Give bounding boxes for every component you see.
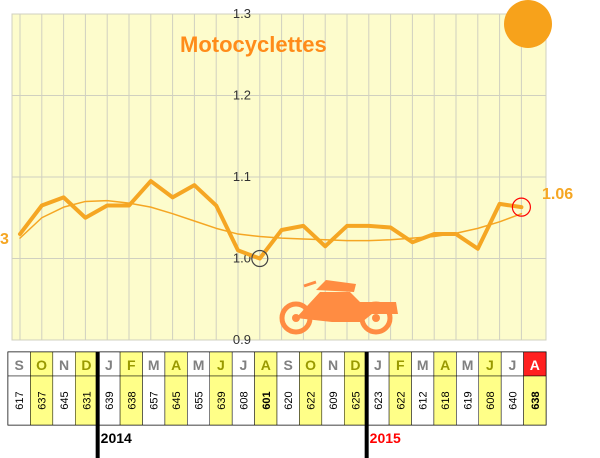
motorcycle-icon: [279, 280, 398, 335]
end-value-label: 1.06: [542, 186, 573, 203]
series-line-index: [18, 179, 524, 261]
count-label: 622: [306, 391, 318, 409]
month-label: D: [81, 357, 91, 373]
count-label: 620: [283, 391, 295, 409]
month-label: J: [508, 357, 516, 373]
count-label: 639: [104, 391, 116, 409]
count-label: 637: [37, 391, 49, 409]
month-table: S 617 O 637 N 645 D 631 J 639 F 638 M 657 A 645 M 655 J 639…: [7, 351, 547, 458]
count-label: 625: [350, 391, 362, 409]
month-label: N: [328, 357, 338, 373]
chart-title: Motocyclettes: [180, 32, 327, 57]
count-label: 612: [418, 391, 430, 409]
month-label: M: [462, 357, 474, 373]
count-label: 601: [261, 391, 273, 409]
count-label: 608: [238, 391, 250, 409]
month-label: S: [284, 357, 293, 373]
y-axis-ticks: 0.91.01.11.21.3: [233, 6, 251, 347]
low-point-marker: [251, 249, 269, 268]
month-label: O: [305, 357, 316, 373]
count-label: 639: [216, 391, 228, 409]
month-label: A: [261, 357, 271, 373]
start-value-label: 3: [0, 231, 9, 248]
month-label: A: [440, 357, 450, 373]
y-tick-label: 1.1: [233, 169, 251, 184]
month-label: J: [105, 357, 113, 373]
count-label: 623: [373, 391, 385, 409]
count-label: 640: [507, 391, 519, 409]
month-label: O: [36, 357, 47, 373]
count-label: 657: [149, 391, 161, 409]
year-label: 2015: [370, 430, 401, 446]
count-label: 618: [440, 391, 452, 409]
count-label: 617: [14, 391, 26, 409]
series-lines: [18, 179, 524, 261]
month-label: D: [350, 357, 360, 373]
y-tick-label: 0.9: [233, 332, 251, 347]
month-label: J: [486, 357, 494, 373]
year-label: 2014: [101, 430, 132, 446]
end-point-marker: [511, 197, 532, 217]
count-label: 655: [194, 391, 206, 409]
month-label: J: [374, 357, 382, 373]
count-label: 622: [395, 391, 407, 409]
month-label: N: [59, 357, 69, 373]
month-label: M: [148, 357, 160, 373]
count-label: 638: [530, 391, 542, 409]
grid-lines: [12, 13, 546, 341]
month-label: A: [171, 357, 181, 373]
month-label: F: [396, 357, 405, 373]
sun-icon: [504, 0, 552, 48]
count-label: 619: [463, 391, 475, 409]
series-line-trend: [19, 199, 523, 242]
count-label: 645: [59, 391, 71, 409]
month-label: J: [239, 357, 247, 373]
month-label: M: [417, 357, 429, 373]
count-label: 609: [328, 391, 340, 409]
count-label: 631: [81, 391, 93, 409]
y-tick-label: 1.3: [233, 6, 251, 21]
y-tick-label: 1.2: [233, 88, 251, 103]
month-label: M: [193, 357, 205, 373]
count-cell: [523, 375, 547, 426]
count-label: 645: [171, 391, 183, 409]
month-label: S: [15, 357, 24, 373]
month-label: J: [217, 357, 225, 373]
count-label: 638: [126, 391, 138, 409]
count-label: 608: [485, 391, 497, 409]
month-label: A: [530, 357, 540, 373]
month-label: F: [127, 357, 136, 373]
